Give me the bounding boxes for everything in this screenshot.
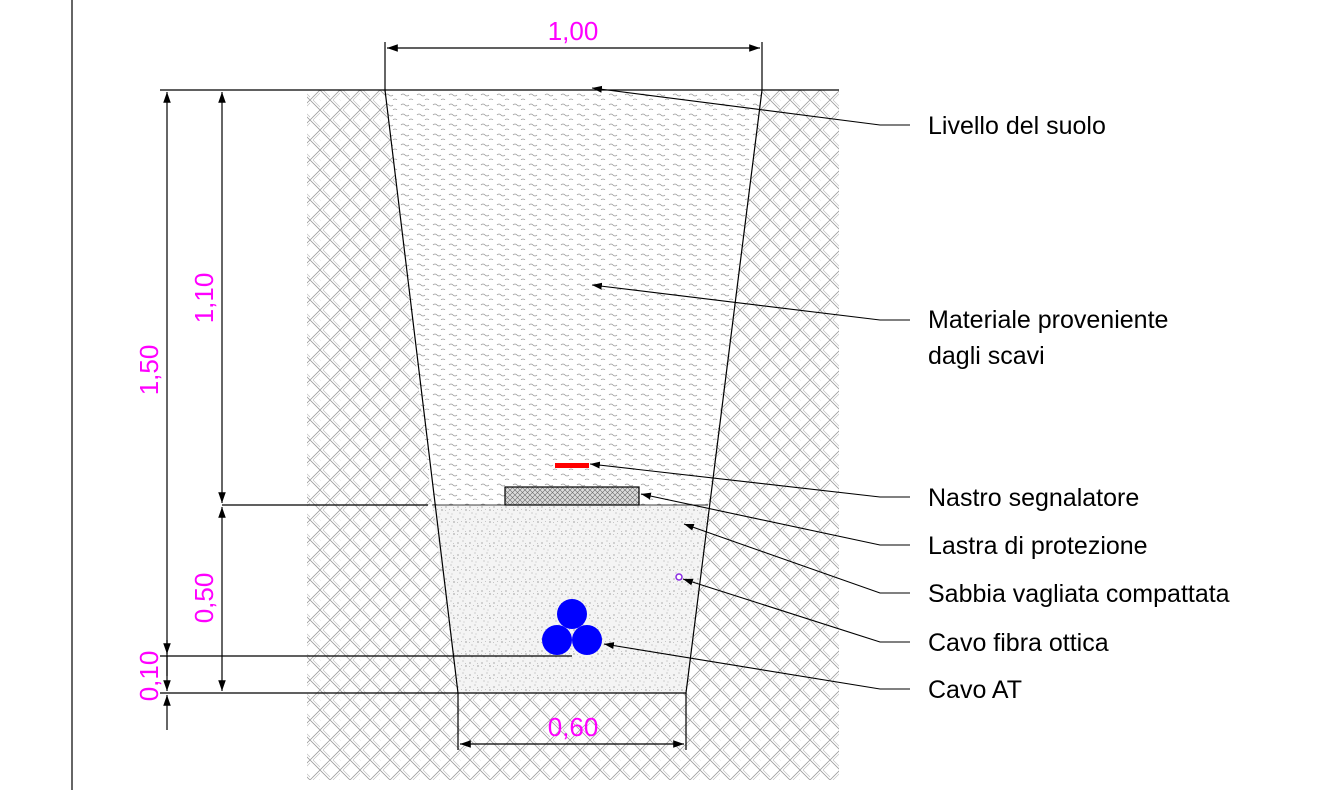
label-hv-cable: Cavo AT [928,676,1022,704]
excavated-material-fill [385,90,762,505]
leader-ground-level [591,85,910,126]
fiber-optic-cable [675,573,683,581]
leader-protection-slab [640,492,910,546]
compacted-sand-fill [432,505,708,693]
label-protection-slab: Lastra di protezione [928,532,1148,560]
leader-excavated-material [591,282,910,321]
dim-total-depth-text: 1,50 [134,345,164,396]
leader-compacted-sand [683,523,910,594]
leader-warning-tape [589,461,910,498]
dim-backfill-depth-text: 1,10 [189,273,219,324]
trench-outline [384,89,763,694]
hv-cable-left [542,625,572,655]
hv-cable-right [572,625,602,655]
dim-bottom-width-text: 0,60 [548,712,599,742]
hv-cable-top [557,599,587,629]
dim-bedding-depth-text: 0,10 [134,651,164,702]
label-compacted-sand: Sabbia vagliata compattata [928,580,1230,608]
leader-fiber-optic [682,578,910,643]
label-ground-level: Livello del suolo [928,112,1106,140]
leader-hv-cable [603,642,910,690]
label-fiber-optic-cable: Cavo fibra ottica [928,629,1109,657]
protection-slab [504,486,640,506]
label-excavated-material-line1: Materiale proveniente [928,306,1168,334]
label-warning-tape: Nastro segnalatore [928,484,1139,512]
dim-top-width-text: 1,00 [548,16,599,46]
warning-tape [555,463,589,468]
label-excavated-material-line2: dagli scavi [928,342,1045,370]
dim-sand-depth-text: 0,50 [189,573,219,624]
